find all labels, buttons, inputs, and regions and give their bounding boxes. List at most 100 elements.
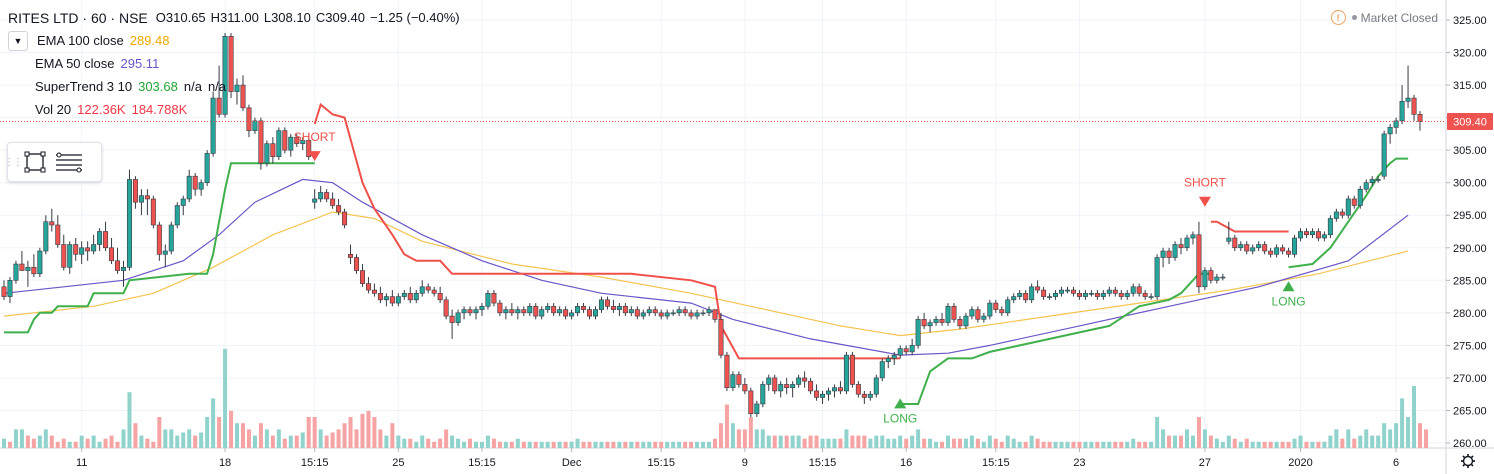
x-axis-label: 6 — [1393, 457, 1399, 469]
volume-bar — [163, 429, 168, 448]
candle-body — [276, 130, 282, 157]
candle — [1124, 290, 1130, 300]
candle — [975, 306, 981, 323]
candle — [933, 316, 939, 326]
legend-supertrend-row[interactable]: SuperTrend 3 10 303.68 n/a n/a — [8, 75, 460, 98]
volume-bar — [539, 441, 544, 448]
candle — [43, 215, 49, 255]
candle-body — [515, 309, 521, 314]
volume-bar — [205, 417, 210, 448]
volume-bar — [13, 429, 18, 448]
candle-body — [1393, 120, 1399, 128]
volume-bar — [288, 435, 293, 448]
candle — [79, 241, 85, 265]
candle — [766, 374, 772, 391]
candle-body — [264, 143, 270, 164]
candle-body — [509, 309, 515, 314]
candle — [664, 309, 670, 320]
volume-bar — [55, 441, 60, 448]
volume-bar — [1394, 423, 1399, 448]
volume-bar — [856, 435, 861, 448]
volume-bar — [366, 410, 371, 448]
candle — [503, 306, 509, 320]
volume-bar — [432, 441, 437, 448]
candle-body — [485, 293, 491, 307]
volume-bar — [378, 429, 383, 448]
volume-bar — [527, 441, 532, 448]
volume-bar — [414, 441, 419, 448]
legend-ema100-row[interactable]: ▼ EMA 100 close 289.48 — [8, 29, 460, 52]
candle — [1226, 221, 1232, 245]
candle-body — [85, 247, 91, 252]
volume-bar — [1077, 441, 1082, 448]
floating-drawing-toolbar[interactable]: ⋮⋮ — [4, 142, 102, 182]
candle — [1148, 293, 1154, 300]
candle-body — [318, 192, 324, 200]
volume-bar — [1179, 435, 1184, 448]
candle-body — [1112, 289, 1118, 294]
candle — [712, 309, 718, 323]
candle-body — [1220, 276, 1226, 279]
volume-bar — [444, 429, 449, 448]
candle — [903, 345, 909, 356]
legend-ema50-row[interactable]: EMA 50 close 295.11 — [8, 52, 460, 75]
candle-body — [1351, 198, 1357, 206]
supertrend-na-2: n/a — [207, 78, 227, 94]
candle — [784, 377, 790, 395]
candle-body — [1023, 293, 1029, 301]
candle-body — [1148, 296, 1154, 298]
market-status[interactable]: ! Market Closed — [1330, 10, 1438, 25]
candle-body — [1250, 247, 1256, 252]
candle-body — [730, 374, 736, 388]
volume-bar — [1292, 438, 1297, 448]
candle — [736, 371, 742, 388]
candle — [921, 312, 927, 330]
volume-bar — [1262, 441, 1267, 448]
volume-bar — [1113, 441, 1118, 448]
candle — [61, 234, 67, 271]
candle — [1070, 286, 1076, 297]
candle — [288, 133, 294, 157]
volume-bar — [940, 441, 945, 448]
candle-body — [1011, 296, 1017, 301]
candle-body — [383, 296, 389, 301]
supertrend-label: SuperTrend 3 10 — [35, 78, 133, 94]
candle — [120, 260, 126, 287]
candle-body — [1154, 257, 1160, 297]
candle — [449, 309, 455, 339]
candle — [1094, 290, 1100, 300]
volume-bar — [999, 441, 1004, 448]
candle — [413, 290, 419, 304]
candle-body — [192, 175, 198, 190]
candle — [491, 290, 497, 307]
candle-body — [354, 257, 360, 271]
volume-bar — [772, 435, 777, 448]
volume-bar — [73, 441, 78, 448]
volume-bar — [97, 441, 102, 448]
volume-bar — [1131, 438, 1136, 448]
candle — [359, 264, 365, 287]
gear-icon[interactable] — [1461, 454, 1475, 468]
volume-bar — [587, 441, 592, 448]
supertrend-na-1: n/a — [183, 78, 202, 94]
candle-body — [1124, 293, 1130, 297]
candle — [192, 172, 198, 196]
candle — [1017, 290, 1023, 300]
volume-bar — [1083, 441, 1088, 448]
horizontal-lines-icon[interactable] — [52, 145, 86, 179]
rectangle-tool-icon[interactable] — [18, 145, 52, 179]
candle — [252, 117, 258, 134]
candle — [1315, 228, 1321, 242]
legend-vol-row[interactable]: Vol 20 122.36K 184.788K — [8, 98, 460, 121]
candle-body — [348, 253, 354, 258]
candle — [718, 312, 724, 359]
chevron-down-icon[interactable]: ▼ — [8, 30, 28, 51]
candle-body — [1136, 286, 1142, 294]
candle-body — [1363, 182, 1369, 190]
symbol-title[interactable]: RITES LTD · 60 · NSE — [8, 9, 148, 26]
volume-bar — [718, 423, 723, 448]
candle — [395, 293, 401, 307]
drag-handle-icon[interactable]: ⋮⋮ — [4, 156, 23, 168]
candle — [455, 309, 461, 326]
